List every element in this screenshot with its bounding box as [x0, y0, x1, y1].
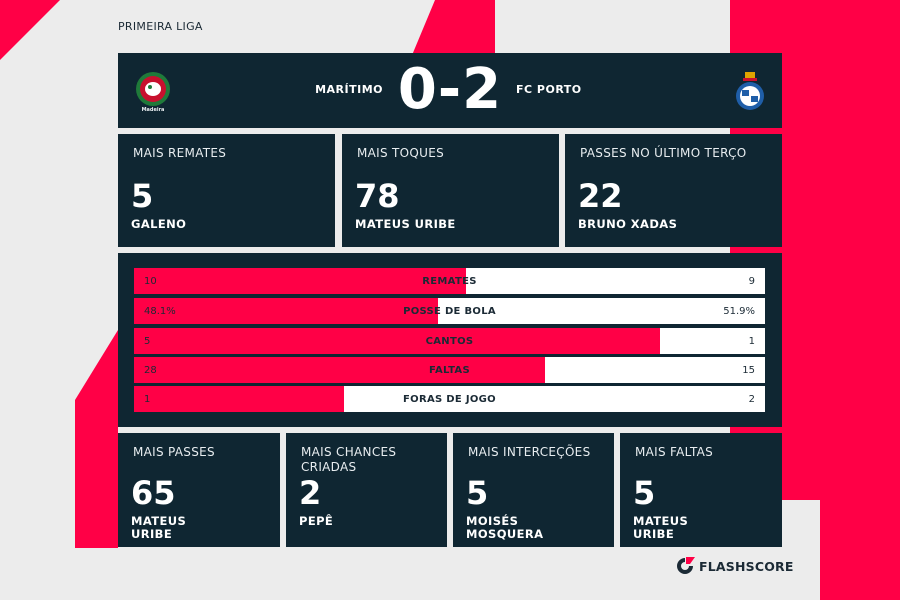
stat-card-most-passes: MAIS PASSES 65 MATEUS URIBE: [118, 433, 280, 547]
stat-label: MAIS PASSES: [133, 445, 215, 460]
comparison-label: CANTOS: [425, 336, 474, 347]
stat-player: MATEUS URIBE: [131, 515, 186, 541]
home-value: 10: [144, 276, 157, 287]
stat-value: 5: [633, 474, 656, 512]
away-value: 2: [748, 394, 755, 405]
brand-name: FLASHSCORE: [699, 559, 794, 574]
stat-label-line: MAIS CHANCES: [301, 445, 397, 459]
comparison-label: FALTAS: [429, 365, 470, 376]
match-header: Madeira MARÍTIMO 0-2 FC PORTO: [118, 53, 782, 128]
comparison-row-fouls: 28 FALTAS 15: [134, 357, 765, 383]
stat-value: 2: [299, 474, 322, 512]
stat-player-line: MOSQUERA: [466, 527, 544, 541]
away-value: 1: [748, 336, 755, 347]
svg-text:Madeira: Madeira: [142, 107, 165, 112]
comparison-label: POSSE DE BOLA: [403, 306, 496, 317]
home-team-name: MARÍTIMO: [315, 83, 383, 96]
home-share-bar: [134, 386, 345, 412]
stat-card-most-touches: MAIS TOQUES 78 MATEUS URIBE: [342, 134, 559, 247]
match-score: 0-2: [397, 57, 503, 122]
comparison-row-shots: 10 REMATES 9: [134, 268, 765, 294]
stat-label: MAIS CHANCES CRIADAS: [301, 445, 396, 475]
stat-label: MAIS TOQUES: [357, 146, 445, 160]
home-value: 28: [144, 365, 157, 376]
stat-card-most-chances: MAIS CHANCES CRIADAS 2 PEPÊ: [286, 433, 447, 547]
comparison-label: FORAS DE JOGO: [403, 394, 496, 405]
comparison-row-offsides: 1 FORAS DE JOGO 2: [134, 386, 765, 412]
comparison-row-possession: 48.1% POSSE DE BOLA 51.9%: [134, 298, 765, 324]
home-share-bar: [134, 328, 660, 354]
stat-player-line: MATEUS: [131, 514, 187, 528]
fc-porto-crest-icon: [736, 72, 764, 110]
stat-card-most-shots: MAIS REMATES 5 GALENO: [118, 134, 335, 247]
stat-value: 22: [578, 177, 623, 215]
stat-label: MAIS REMATES: [133, 146, 227, 160]
stat-player-line: URIBE: [131, 527, 173, 541]
stat-player: MOISÉS MOSQUERA: [466, 515, 543, 541]
home-value: 1: [144, 394, 151, 405]
flashscore-logo-icon: [677, 557, 695, 574]
home-value: 48.1%: [144, 306, 176, 317]
stat-player-line: PEPÊ: [299, 514, 334, 528]
home-share-bar: [134, 298, 438, 324]
stat-label: PASSES NO ÚLTIMO TERÇO: [580, 146, 747, 160]
home-share-bar: [134, 357, 545, 383]
comparison-label: REMATES: [422, 276, 477, 287]
stat-player: BRUNO XADAS: [578, 217, 678, 231]
home-share-bar: [134, 268, 466, 294]
stat-player-line: URIBE: [633, 527, 675, 541]
stat-label: MAIS INTERCEÇÕES: [468, 445, 591, 460]
comparison-row-corners: 5 CANTOS 1: [134, 328, 765, 354]
stat-card-most-fouls: MAIS FALTAS 5 MATEUS URIBE: [620, 433, 782, 547]
away-team-name: FC PORTO: [516, 83, 582, 96]
stat-label-line: MAIS FALTAS: [635, 445, 714, 459]
stat-value: 5: [466, 474, 489, 512]
stat-label-line: MAIS INTERCEÇÕES: [468, 445, 591, 459]
stat-label-line: MAIS PASSES: [133, 445, 215, 459]
stat-player-line: MOISÉS: [466, 514, 519, 528]
away-value: 9: [748, 276, 755, 287]
stat-player: MATEUS URIBE: [633, 515, 688, 541]
stat-player: MATEUS URIBE: [355, 217, 456, 231]
stat-value: 5: [131, 177, 154, 215]
stat-value: 65: [131, 474, 176, 512]
stat-card-most-interceptions: MAIS INTERCEÇÕES 5 MOISÉS MOSQUERA: [453, 433, 614, 547]
team-comparison: 10 REMATES 9 48.1% POSSE DE BOLA 51.9% 5…: [118, 253, 782, 427]
stat-label: MAIS FALTAS: [635, 445, 713, 460]
league-title: PRIMEIRA LIGA: [118, 20, 203, 33]
away-value: 51.9%: [723, 306, 755, 317]
stat-label-line: CRIADAS: [301, 460, 357, 474]
stat-card-final-third-passes: PASSES NO ÚLTIMO TERÇO 22 BRUNO XADAS: [565, 134, 782, 247]
home-value: 5: [144, 336, 151, 347]
stat-player: PEPÊ: [299, 515, 333, 528]
stat-value: 78: [355, 177, 400, 215]
stat-player-line: MATEUS: [633, 514, 689, 528]
maritimo-crest-icon: Madeira: [136, 72, 170, 112]
stat-player: GALENO: [131, 217, 187, 231]
away-value: 15: [742, 365, 755, 376]
